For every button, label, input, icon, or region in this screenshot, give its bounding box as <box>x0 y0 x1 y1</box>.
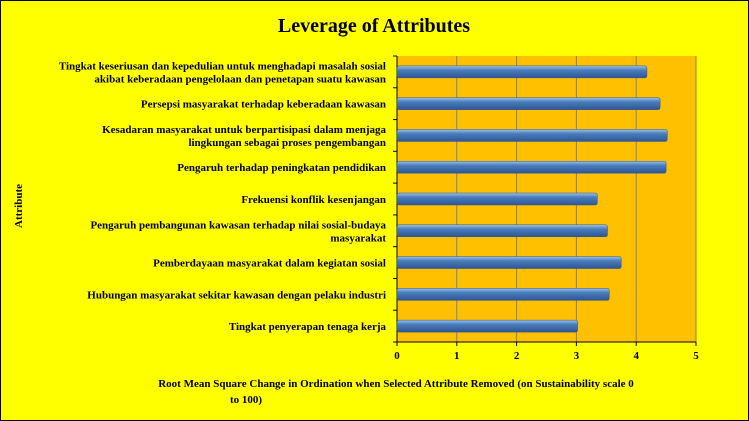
x-tick-label: 5 <box>693 350 699 362</box>
bar <box>396 319 578 333</box>
bar <box>396 65 648 79</box>
x-tick-label: 4 <box>633 350 639 362</box>
x-tick-label: 1 <box>454 350 460 362</box>
category-label: Tingkat penyerapan tenaga kerja <box>229 321 387 333</box>
x-axis-title-line-1: Root Mean Square Change in Ordination wh… <box>158 378 634 390</box>
bar <box>396 192 598 206</box>
category-label: Pengaruh pembangunan kawasan terhadap ni… <box>90 219 386 231</box>
plot-area: 0 1 2 3 4 5 Tingkat keseriusan dan kepedulian … <box>59 55 699 362</box>
x-axis-title-line-2: to 100) <box>230 394 262 406</box>
x-tick-label: 3 <box>574 350 580 362</box>
bar <box>396 224 608 238</box>
bar <box>396 97 661 110</box>
category-label: Pengaruh terhadap peningkatan pendidikan <box>177 162 386 174</box>
category-label: Persepsi masyarakat terhadap keberadaan … <box>141 99 386 111</box>
category-label: Kesadaran masyarakat untuk berpartisipas… <box>102 124 386 136</box>
x-tick-label: 2 <box>514 350 520 362</box>
chart-title: Leverage of Attributes <box>278 15 470 37</box>
bar <box>396 129 668 142</box>
x-tick-label: 0 <box>394 350 400 362</box>
category-label: lingkungan sebagai proses pengembangan <box>188 137 386 149</box>
category-label: masyarakat <box>330 232 386 244</box>
category-label: Hubungan masyarakat sekitar kawasan deng… <box>87 289 386 301</box>
bar <box>396 256 622 269</box>
bar <box>396 288 610 301</box>
category-label: Pemberdayaan masyarakat dalam kegiatan s… <box>153 258 386 270</box>
category-label: akibat keberadaan pengelolaan dan peneta… <box>94 73 386 85</box>
category-label: Frekuensi konflik kesenjangan <box>241 194 386 206</box>
category-label: Tingkat keseriusan dan kepedulian untuk … <box>59 60 386 72</box>
y-axis-title: Attribute <box>13 184 25 228</box>
bar <box>396 160 667 174</box>
